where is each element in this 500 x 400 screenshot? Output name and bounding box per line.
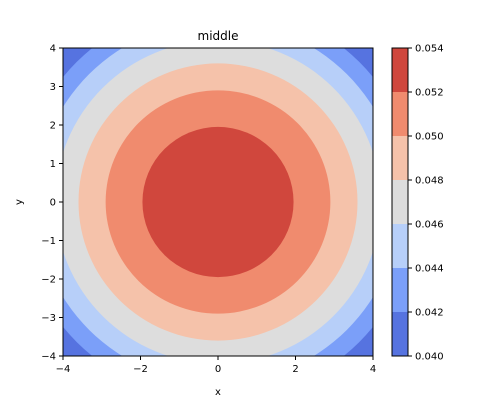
colorbar-tick-label: 0.054	[415, 44, 444, 55]
y-tick-label: −2	[41, 275, 56, 286]
x-axis: −4 −2 0 2 4	[56, 356, 376, 375]
y-tick-label: −1	[41, 236, 56, 247]
x-tick-label: 0	[215, 364, 221, 375]
y-axis: −4 −3 −2 −1 0 1 2 3 4	[41, 44, 63, 363]
colorbar-tick-label: 0.044	[415, 264, 444, 275]
x-tick-label: −4	[56, 364, 71, 375]
y-tick-label: 0	[50, 198, 56, 209]
colorbar-tick-label: 0.040	[415, 352, 444, 363]
colorbar-frame	[391, 47, 409, 357]
colorbar-segment	[392, 180, 408, 224]
colorbar-tick-label: 0.048	[415, 176, 444, 187]
y-tick-label: 1	[50, 159, 56, 170]
y-tick-label: −3	[41, 313, 56, 324]
y-tick-label: −4	[41, 352, 56, 363]
y-tick-label: 4	[50, 44, 56, 55]
colorbar-segment	[392, 48, 408, 92]
colorbar-tick-label: 0.042	[415, 308, 444, 319]
colorbar-segment	[392, 312, 408, 356]
x-tick-label: −2	[133, 364, 148, 375]
colorbar-tick-label: 0.046	[415, 220, 444, 231]
x-tick-label: 4	[370, 364, 376, 375]
colorbar: 0.040 0.042 0.044 0.046 0.048 0.050 0.052 0.054	[391, 44, 444, 363]
colorbar-segment	[392, 268, 408, 312]
colorbar-segment	[392, 92, 408, 136]
colorbar-tick-label: 0.050	[415, 132, 444, 143]
x-tick-label: 2	[292, 364, 298, 375]
colorbar-segment	[392, 224, 408, 268]
colorbar-tick-label: 0.052	[415, 88, 444, 99]
y-tick-label: 2	[50, 121, 56, 132]
x-axis-label: x	[215, 387, 221, 398]
chart-title: middle	[198, 29, 239, 43]
colorbar-segment	[392, 136, 408, 180]
contour-band-6	[142, 126, 294, 278]
y-axis-label: y	[14, 199, 25, 205]
plot-area	[63, 48, 373, 356]
y-tick-label: 3	[50, 82, 56, 93]
